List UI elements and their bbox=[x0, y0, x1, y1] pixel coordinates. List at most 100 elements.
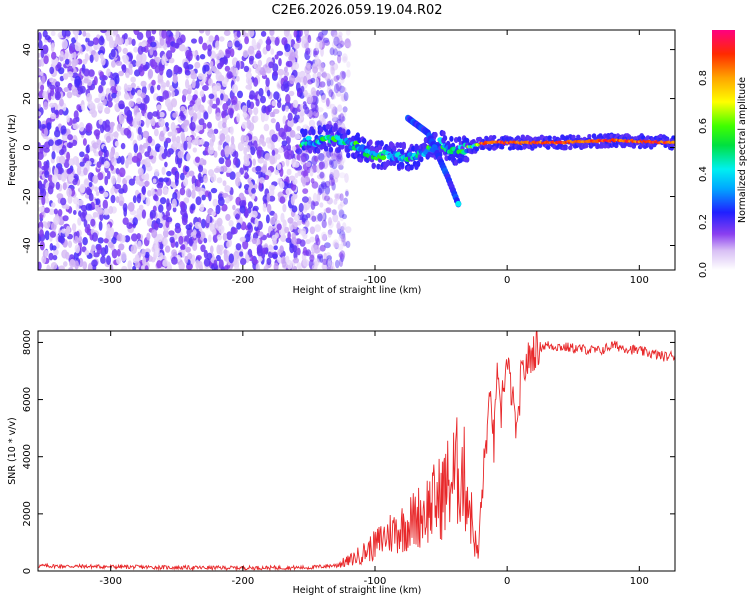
noise-cell bbox=[144, 265, 149, 270]
noise-cell bbox=[265, 66, 272, 74]
noise-cell bbox=[337, 54, 342, 64]
signal-halo bbox=[671, 135, 675, 140]
snr-xlabel: Height of straight line (km) bbox=[293, 585, 422, 596]
noise-cell bbox=[238, 200, 246, 207]
noise-cell bbox=[213, 128, 219, 134]
noise-cell bbox=[252, 205, 259, 212]
noise-cell bbox=[122, 217, 129, 226]
noise-cell bbox=[105, 135, 111, 143]
snr-ylabel: SNR (10 * v/v) bbox=[7, 417, 18, 485]
noise-cell bbox=[166, 170, 172, 177]
noise-cell bbox=[121, 64, 127, 73]
noise-cell bbox=[128, 63, 133, 70]
noise-cell bbox=[96, 245, 103, 255]
noise-cell bbox=[335, 82, 342, 92]
noise-cell bbox=[272, 237, 277, 246]
noise-cell bbox=[346, 69, 351, 78]
noise-cell bbox=[258, 87, 264, 97]
noise-cell bbox=[151, 30, 157, 35]
y-tick-label: 0 bbox=[22, 144, 33, 150]
noise-cell bbox=[213, 150, 218, 158]
noise-cell bbox=[324, 195, 330, 202]
noise-cell bbox=[258, 231, 264, 237]
noise-cell bbox=[150, 85, 155, 94]
noise-cell bbox=[124, 106, 131, 116]
noise-cell bbox=[217, 62, 223, 70]
noise-cell bbox=[332, 239, 340, 248]
noise-cell bbox=[271, 100, 277, 107]
noise-cell bbox=[226, 231, 233, 241]
x-tick-label: 100 bbox=[630, 275, 649, 286]
noise-cell bbox=[345, 41, 352, 49]
noise-cell bbox=[183, 119, 190, 126]
noise-cell bbox=[296, 125, 302, 132]
noise-cell bbox=[54, 129, 61, 138]
noise-cell bbox=[131, 233, 138, 242]
signal-halo bbox=[415, 160, 421, 167]
noise-cell bbox=[186, 152, 191, 162]
noise-cell bbox=[299, 110, 305, 117]
noise-cell bbox=[178, 235, 184, 245]
noise-cell bbox=[69, 259, 76, 268]
noise-cell bbox=[342, 87, 347, 93]
noise-cell bbox=[247, 222, 252, 230]
noise-cell bbox=[46, 266, 52, 270]
signal-halo bbox=[409, 164, 414, 171]
noise-cell bbox=[221, 110, 227, 118]
noise-cell bbox=[106, 68, 111, 77]
noise-cell bbox=[190, 72, 197, 80]
noise-cell bbox=[287, 112, 293, 122]
noise-cell bbox=[151, 150, 157, 157]
noise-cell bbox=[269, 30, 275, 37]
noise-cell bbox=[329, 173, 334, 181]
noise-cell bbox=[315, 41, 320, 52]
colorbar-ticks: 0.0 0.2 0.4 0.6 0.8 bbox=[698, 70, 709, 278]
noise-cell bbox=[249, 90, 256, 100]
noise-cell bbox=[337, 228, 342, 235]
noise-cell bbox=[196, 125, 204, 131]
noise-cell bbox=[52, 255, 58, 261]
noise-cell bbox=[64, 52, 69, 60]
noise-cell bbox=[185, 188, 192, 198]
noise-cell bbox=[142, 58, 146, 66]
noise-cell bbox=[65, 251, 70, 260]
noise-cell bbox=[192, 242, 198, 251]
noise-cell bbox=[191, 139, 198, 145]
spectrogram-frame bbox=[37, 29, 676, 271]
noise-cell bbox=[136, 193, 142, 204]
noise-cell bbox=[150, 187, 155, 197]
noise-cell bbox=[318, 153, 325, 161]
signal-halo bbox=[368, 139, 373, 146]
noise-cell bbox=[175, 172, 180, 181]
noise-cell bbox=[51, 202, 56, 208]
noise-cell bbox=[333, 32, 339, 39]
noise-cell bbox=[84, 250, 90, 256]
noise-cell bbox=[95, 198, 101, 206]
signal-halo bbox=[395, 142, 400, 148]
noise-cell bbox=[81, 104, 86, 111]
noise-cell bbox=[97, 237, 104, 244]
noise-cell bbox=[212, 229, 217, 236]
noise-cell bbox=[89, 54, 94, 63]
noise-cell bbox=[66, 115, 70, 123]
noise-cell bbox=[309, 254, 315, 262]
branch-tip bbox=[455, 200, 462, 207]
noise-cell bbox=[321, 219, 327, 229]
noise-cell bbox=[338, 257, 344, 267]
noise-cell bbox=[66, 187, 72, 198]
noise-cell bbox=[60, 197, 67, 206]
noise-cell bbox=[44, 249, 49, 257]
colorbar-tick-label: 0.8 bbox=[698, 70, 709, 86]
noise-cell bbox=[98, 221, 103, 231]
signal-halo bbox=[401, 141, 406, 148]
noise-cell bbox=[79, 85, 86, 94]
noise-cell bbox=[288, 175, 296, 181]
noise-cell bbox=[265, 77, 270, 87]
signal-halo bbox=[433, 131, 438, 138]
noise-cell bbox=[133, 46, 139, 53]
noise-cell bbox=[87, 100, 94, 109]
signal-halo bbox=[465, 156, 470, 163]
noise-cell bbox=[219, 133, 226, 142]
noise-cell bbox=[302, 188, 309, 195]
noise-cell bbox=[144, 180, 150, 187]
